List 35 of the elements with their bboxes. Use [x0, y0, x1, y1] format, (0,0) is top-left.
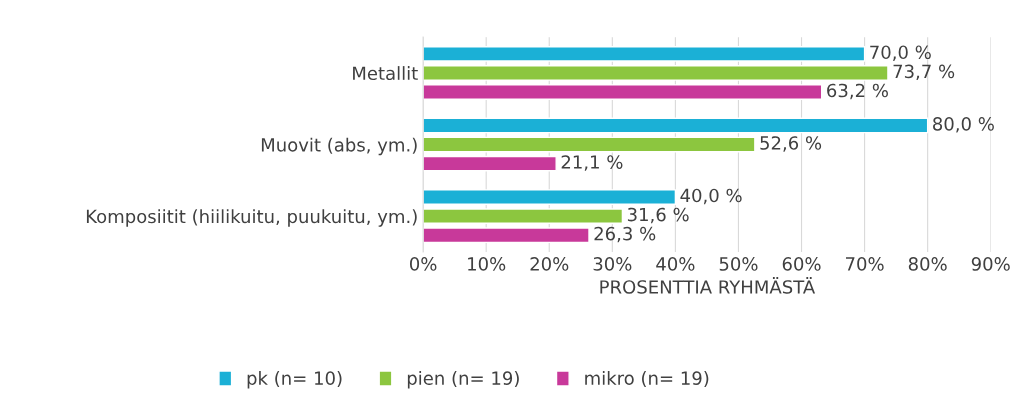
legend-label: pien (n= 19) [407, 371, 519, 389]
x-tick-label: 0% [409, 257, 437, 271]
x-axis-title: PROSENTTIA RYHMÄSTÄ [600, 277, 816, 294]
bar [423, 65, 889, 81]
x-tick-label: 80% [908, 257, 947, 271]
x-tick-label: 40% [656, 257, 695, 271]
y-tick-label: Komposiitit (hiilikuitu, puukuitu, ym.) [86, 209, 417, 227]
legend-label: pk (n= 10) [247, 371, 342, 389]
x-tick-label: 60% [782, 257, 821, 271]
bar [423, 208, 624, 224]
data-label: 80,0 % [933, 117, 994, 133]
x-tick-label: 90% [971, 257, 1010, 271]
bar [423, 227, 590, 244]
bar [423, 155, 557, 172]
bar [423, 136, 756, 153]
bar [423, 117, 929, 134]
legend-label: mikro (n= 19) [585, 371, 709, 388]
bar [423, 46, 866, 62]
data-label: 63,2 % [827, 83, 888, 100]
x-tick-label: 20% [530, 257, 569, 271]
data-label: 31,6 % [627, 207, 689, 224]
data-label: 40,0 % [680, 188, 742, 205]
y-tick-label: Metallit [353, 66, 418, 81]
bar [423, 84, 823, 100]
x-tick-label: 30% [593, 257, 632, 271]
x-tick-label: 10% [468, 257, 506, 271]
data-label: 52,6 % [760, 136, 822, 152]
data-label: 26,3 % [594, 226, 656, 243]
bar [423, 189, 677, 205]
y-tick-label: Muovit (abs, ym.) [261, 137, 417, 156]
x-tick-label: 70% [846, 257, 884, 271]
data-label: 70,0 % [870, 45, 931, 61]
data-label: 73,7 % [893, 64, 955, 81]
x-tick-label: 50% [719, 257, 758, 271]
data-label: 21,1 % [561, 155, 623, 171]
